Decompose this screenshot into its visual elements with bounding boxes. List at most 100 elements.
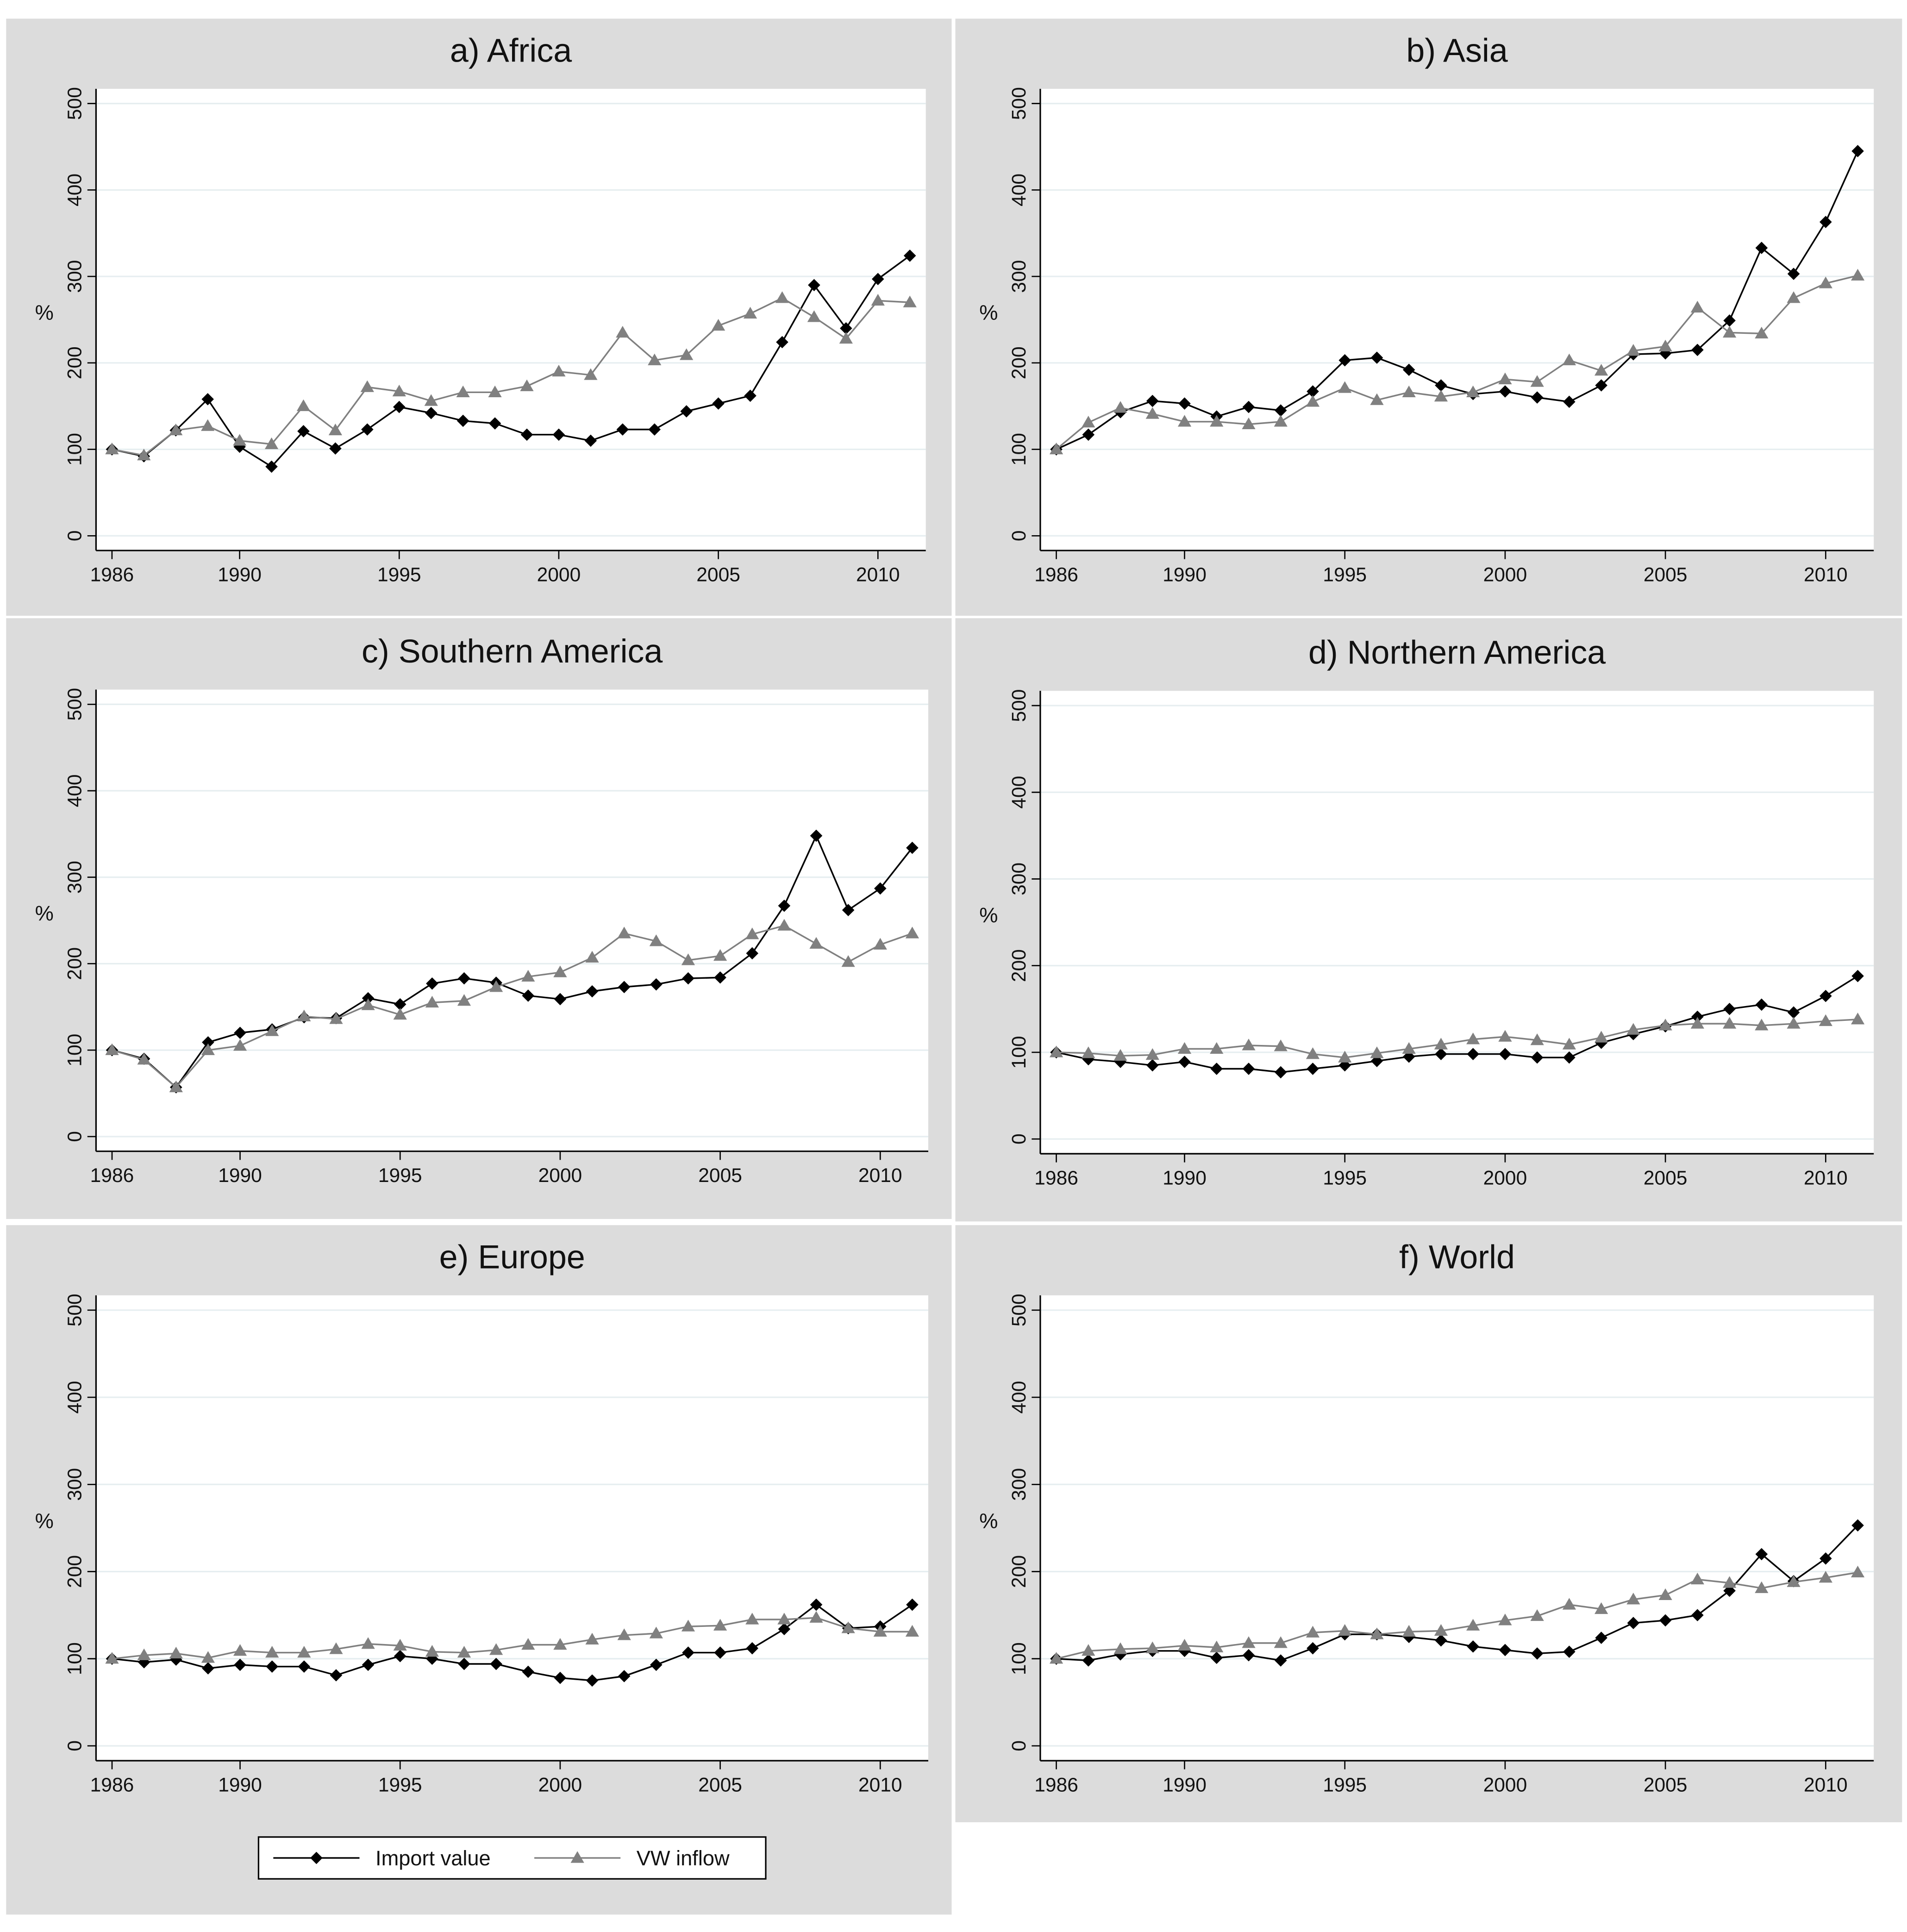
diamond-marker <box>778 1623 791 1636</box>
x-tick-label: 2005 <box>696 564 740 586</box>
triangle-marker <box>105 442 119 455</box>
chart-title: f) World <box>1399 1238 1515 1275</box>
triangle-marker <box>552 364 566 377</box>
x-tick-label: 2000 <box>1483 1774 1527 1796</box>
y-tick-label: 0 <box>1008 1740 1030 1751</box>
plot-area <box>96 1295 928 1761</box>
triangle-marker <box>169 1080 183 1093</box>
diamond-marker <box>1691 1010 1704 1023</box>
y-tick-label: 500 <box>1008 689 1030 722</box>
triangle-marker <box>137 449 151 461</box>
triangle-marker <box>553 1638 567 1650</box>
triangle-marker <box>617 926 631 938</box>
triangle-marker <box>1690 1572 1705 1585</box>
series-line <box>1056 275 1858 450</box>
legend-label: Import value <box>375 1846 491 1870</box>
triangle-marker <box>841 955 855 967</box>
triangle-marker <box>1274 1039 1288 1051</box>
triangle-marker <box>520 379 534 391</box>
y-tick-label: 300 <box>1008 260 1030 293</box>
triangle-marker <box>1626 1023 1640 1035</box>
triangle-marker <box>1113 1049 1127 1061</box>
legend-box <box>257 1836 767 1880</box>
triangle-marker <box>1082 1046 1095 1058</box>
diamond-marker <box>1435 1048 1447 1060</box>
series-line <box>1056 1019 1858 1058</box>
diamond-marker <box>776 336 788 349</box>
diamond-marker <box>1787 1006 1800 1019</box>
diamond-marker <box>1755 1548 1768 1561</box>
triangle-marker <box>1210 1042 1224 1054</box>
triangle-marker <box>137 1648 151 1660</box>
legend-label: VW inflow <box>637 1846 730 1870</box>
x-tick-label: 1986 <box>1034 564 1078 586</box>
diamond-marker <box>458 972 470 985</box>
triangle-marker <box>1658 1019 1672 1031</box>
triangle-marker <box>1819 1014 1832 1026</box>
triangle-marker <box>1049 1652 1063 1664</box>
diamond-marker <box>1274 404 1287 417</box>
triangle-marker <box>137 1053 151 1065</box>
triangle-marker <box>777 1613 791 1625</box>
y-tick-label: 300 <box>1008 1468 1030 1501</box>
diamond-marker <box>1851 1519 1864 1532</box>
diamond-marker <box>1307 1642 1319 1655</box>
triangle-marker <box>1113 1642 1127 1654</box>
diamond-marker <box>1755 242 1768 254</box>
diamond-marker <box>1435 1634 1447 1647</box>
triangle-marker <box>361 1637 375 1649</box>
triangle-marker <box>1145 407 1159 419</box>
triangle-marker <box>1177 1638 1192 1651</box>
y-tick-label: 0 <box>1008 530 1030 541</box>
triangle-marker <box>265 1024 279 1036</box>
diamond-marker <box>1370 351 1383 364</box>
diamond-marker <box>1563 1051 1576 1064</box>
diamond-marker <box>618 1670 631 1682</box>
triangle-marker <box>649 1626 663 1638</box>
triangle-marker <box>617 1628 631 1640</box>
diamond-marker <box>1178 397 1191 410</box>
y-tick-label: 200 <box>1008 1555 1030 1588</box>
series-line <box>112 255 911 468</box>
triangle-marker <box>745 1613 759 1625</box>
triangle-marker <box>775 291 789 303</box>
triangle-marker <box>585 950 599 963</box>
triangle-marker <box>1338 381 1352 393</box>
x-tick-label: 1986 <box>90 1164 134 1187</box>
series-line <box>1056 150 1859 450</box>
triangle-marker <box>1787 291 1801 303</box>
diamond-marker <box>1435 379 1447 392</box>
plot-area <box>1040 691 1874 1154</box>
x-tick-label: 1995 <box>377 564 421 586</box>
y-tick-label: 300 <box>64 260 86 293</box>
x-tick-label: 1995 <box>1323 1167 1367 1189</box>
triangle-marker <box>809 937 823 949</box>
triangle-marker <box>457 994 471 1006</box>
triangle-marker <box>905 1625 919 1637</box>
series-line <box>112 925 913 1088</box>
diamond-marker <box>1499 385 1512 398</box>
triangle-marker <box>1306 1047 1320 1059</box>
triangle-marker <box>201 1043 215 1055</box>
triangle-marker <box>489 1643 503 1655</box>
x-tick-label: 2010 <box>1804 564 1848 586</box>
triangle-marker <box>1755 1019 1769 1031</box>
triangle-marker <box>553 965 567 977</box>
triangle-marker <box>264 437 279 449</box>
triangle-marker <box>297 1645 311 1658</box>
chart-title: e) Europe <box>439 1238 585 1275</box>
y-tick-label: 0 <box>64 530 86 541</box>
y-tick-label: 0 <box>64 1131 86 1142</box>
x-tick-label: 1990 <box>1163 564 1207 586</box>
y-axis-label: % <box>35 901 54 925</box>
y-tick-label: 400 <box>1008 776 1030 809</box>
diamond-marker <box>394 998 406 1011</box>
diamond-marker <box>714 1646 726 1659</box>
diamond-marker <box>1210 1063 1223 1075</box>
triangle-marker <box>1145 1641 1159 1653</box>
triangle-marker <box>584 368 598 380</box>
diamond-marker <box>1595 379 1607 392</box>
triangle-marker <box>1787 1575 1801 1587</box>
y-tick-label: 300 <box>1008 863 1030 895</box>
triangle-marker <box>392 384 406 397</box>
